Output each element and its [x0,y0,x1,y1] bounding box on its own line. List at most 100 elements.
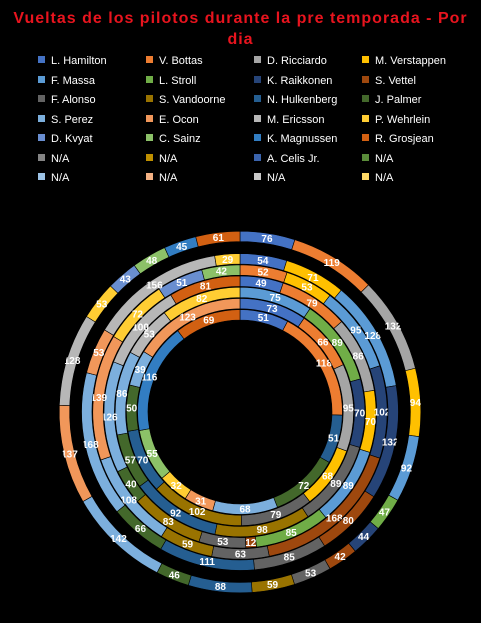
legend-label: R. Grosjean [375,133,434,145]
data-label: 57 [125,455,137,466]
legend-swatch [38,173,45,180]
data-label: 70 [354,409,366,420]
data-label: 89 [330,479,342,490]
data-label: 85 [286,528,298,539]
data-label: 53 [144,330,156,341]
data-label: 69 [203,315,215,326]
legend-swatch [254,56,261,63]
legend-item: M. Ericsson [254,113,324,127]
data-label: 32 [171,481,183,492]
legend-label: N/A [375,172,394,184]
data-label: 12 [245,538,257,549]
data-label: 63 [235,549,247,560]
legend-swatch [38,114,45,122]
data-label: 53 [305,568,317,579]
data-label: 80 [343,516,355,527]
data-label: 128 [364,331,381,342]
data-label: 68 [240,505,252,516]
legend-swatch [362,75,369,83]
data-label: 66 [317,338,329,349]
legend-label: S. Perez [51,113,94,126]
legend-swatch [146,114,153,122]
data-label: 92 [401,463,413,474]
legend-item: N/A [38,171,69,185]
data-label: 55 [147,449,159,460]
data-label: 86 [353,351,365,362]
data-label: 54 [257,256,269,267]
data-label: 119 [324,258,341,269]
legend-label: F. Massa [51,74,96,87]
legend-item: S. Vandoorne [146,93,225,107]
legend-label: N/A [159,152,178,165]
legend-label: N/A [51,172,70,184]
data-label: 126 [101,412,118,423]
data-label: 42 [335,552,347,563]
data-label: 156 [146,280,163,291]
data-label: 94 [410,398,422,409]
legend-label: J. Palmer [375,94,422,106]
legend-item: N/A [254,171,285,185]
data-label: 61 [213,233,225,244]
data-label: 142 [110,534,127,545]
ring-7 [70,242,410,582]
legend-label: N/A [51,152,70,165]
legend-label: K. Magnussen [267,133,338,145]
data-label: 47 [379,507,391,518]
data-label: 44 [358,532,370,543]
legend-label: D. Ricciardo [267,55,327,67]
legend-item: R. Grosjean [362,132,434,146]
legend-item: N. Hulkenberg [254,93,337,107]
legend-swatch [362,114,369,122]
data-label: 53 [93,348,105,359]
legend-swatch [254,95,261,102]
legend-swatch [38,95,45,102]
legend-label: F. Alonso [51,94,96,106]
legend-label: A. Celis Jr. [267,152,320,165]
legend-swatch [254,75,261,83]
legend-label: D. Kvyat [51,133,93,145]
legend-item: N/A [362,171,393,185]
data-label: 40 [125,480,137,491]
ring-4: 49 79 86 70 89 85 12 53 83 40 126 100 81 [101,275,376,549]
legend-swatch [146,134,153,141]
data-label: 81 [200,281,212,292]
ring-segment [214,253,241,267]
data-label: 76 [261,234,273,245]
data-label: 51 [258,313,270,324]
legend-label: V. Bottas [159,55,203,67]
data-label: 111 [199,557,215,568]
legend-item: K. Magnussen [254,132,337,146]
ring-segment [170,275,241,305]
data-label: 50 [126,404,138,415]
data-label: 46 [169,570,181,581]
legend-label: P. Wehrlein [375,113,431,126]
data-label: 42 [216,267,228,278]
legend-swatch [362,95,369,102]
data-label: 71 [307,273,319,284]
data-label: 53 [96,299,108,310]
data-label: 79 [306,298,318,309]
legend-item: V. Bottas [146,54,203,68]
data-label: 100 [132,323,149,334]
legend-swatch [38,153,45,161]
data-label: 83 [163,517,175,528]
empty-ring [47,219,433,605]
legend-item: C. Sainz [146,132,201,146]
legend-item: N/A [362,152,393,166]
data-label: 128 [64,356,81,367]
legend-swatch [254,134,261,141]
legend-item: K. Raikkonen [254,74,332,88]
legend-swatch [362,56,369,63]
data-label: 66 [135,524,147,535]
data-label: 102 [189,507,206,518]
data-label: 118 [316,359,333,370]
legend-item: L. Stroll [146,74,196,88]
data-label: 51 [328,434,340,445]
legend-item: L. Hamilton [38,54,107,68]
ring-2: 73 66 95 68 79 102 70 50 39 123 [126,298,354,526]
legend-item: N/A [38,152,69,166]
legend-label: N/A [267,172,286,184]
data-label: 49 [255,278,267,289]
